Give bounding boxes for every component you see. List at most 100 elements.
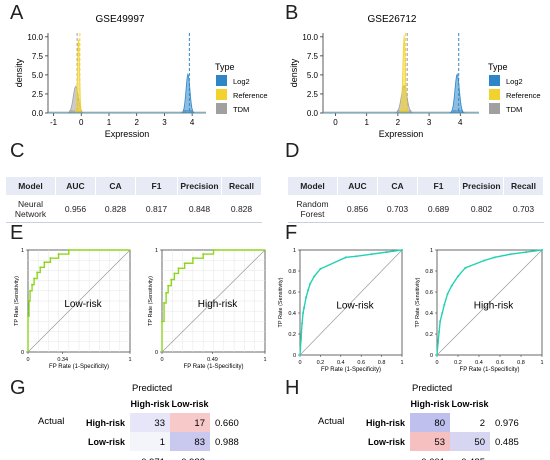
x-tick-label: 0.2 xyxy=(454,360,462,366)
roc-point xyxy=(165,291,168,294)
matrix-cell-value: 80 xyxy=(434,418,445,429)
matrix-cell xyxy=(130,413,170,432)
cell-f1: 0.689 xyxy=(417,195,460,223)
x-axis-label: Expression xyxy=(105,129,150,139)
roc-point xyxy=(441,312,444,314)
chance-diagonal xyxy=(27,249,131,353)
x-tick-label: 1 xyxy=(540,360,543,366)
y-tick-label: 0 xyxy=(430,353,433,359)
x-tick-label: 4 xyxy=(190,118,195,127)
x-tick-label: 0.4 xyxy=(337,360,345,366)
y-tick-label: 10.0 xyxy=(27,33,43,42)
panel-letter-d: D xyxy=(285,140,300,162)
column-total: 0.971 xyxy=(141,457,165,460)
roc-point xyxy=(370,253,373,256)
density-title-b: GSE26712 xyxy=(368,14,417,25)
metrics-header-row: Model AUC CA F1 Precision Recall xyxy=(5,176,262,196)
roc-point xyxy=(307,288,310,291)
roc-point xyxy=(173,272,176,275)
y-tick-label: 0.8 xyxy=(288,269,296,275)
x-axis-label: FP Rate (1-Specificity) xyxy=(460,367,520,373)
predicted-title: Predicted xyxy=(412,383,452,394)
legend-title: Type xyxy=(488,62,508,72)
y-tick-label: 0 xyxy=(155,350,158,356)
x-tick-label: 0.8 xyxy=(517,360,525,366)
roc-chart-e-high: 0 0.49 1 0 1 FP Rate (1-Specificity) TP Rate (… xyxy=(148,248,267,370)
cell-precision: 0.802 xyxy=(459,195,504,223)
panel-letter-g: G xyxy=(10,377,26,399)
x-tick-label: 0.34 xyxy=(57,357,68,363)
column-label: High-risk xyxy=(130,399,170,409)
x-tick-label: 2 xyxy=(396,118,401,127)
y-tick-label: 1 xyxy=(155,248,158,254)
metrics-table-c: Model AUC CA F1 Precision Recall Neural … xyxy=(5,176,262,223)
roc-point xyxy=(177,267,180,270)
legend-label-reference: Reference xyxy=(506,91,541,100)
roc-point xyxy=(493,256,496,259)
row-label: Low-risk xyxy=(368,437,406,447)
x-tick-label: 1 xyxy=(263,357,266,363)
y-tick-label: 0 xyxy=(21,350,24,356)
matrix-cell xyxy=(410,432,450,451)
roc-point xyxy=(67,249,70,251)
legend-swatch-log2 xyxy=(489,75,500,86)
x-tick-label: 0 xyxy=(333,118,338,127)
matrix-cell-value: 2 xyxy=(480,418,485,429)
x-tick-label: 4 xyxy=(458,118,463,127)
legend-swatch-reference xyxy=(216,89,227,100)
y-tick-label: 7.5 xyxy=(307,52,319,61)
legend-label-tdm: TDM xyxy=(233,105,249,114)
matrix-cell xyxy=(170,413,210,432)
panel-letter-c: C xyxy=(10,140,25,162)
matrix-cell xyxy=(410,413,450,432)
matrix-cell-value: 83 xyxy=(194,437,205,448)
roc-point xyxy=(525,251,528,254)
roc-point xyxy=(309,282,312,285)
roc-point xyxy=(212,249,215,251)
column-label: High-risk xyxy=(410,399,450,409)
roc-point xyxy=(183,262,186,265)
x-tick-label: 0.49 xyxy=(207,357,218,363)
legend-swatch-tdm xyxy=(489,103,500,114)
x-tick-label: 0.8 xyxy=(378,360,386,366)
roc-point xyxy=(299,354,301,356)
cell-model: Random Forest xyxy=(287,195,338,223)
y-tick-label: 2.5 xyxy=(32,90,44,99)
matrix-cell xyxy=(450,413,490,432)
y-axis-label: TP Rate (Sensitivity) xyxy=(415,277,421,327)
row-total: 0.976 xyxy=(495,418,519,429)
matrix-cell xyxy=(450,432,490,451)
y-tick-label: 0.0 xyxy=(32,109,44,118)
legend-swatch-tdm xyxy=(216,103,227,114)
legend-swatch-reference xyxy=(489,89,500,100)
row-total: 0.660 xyxy=(215,418,239,429)
cell-precision: 0.848 xyxy=(177,195,222,223)
density-title-a: GSE49997 xyxy=(96,14,145,25)
header-model: Model xyxy=(287,176,338,196)
roc-point xyxy=(170,278,173,281)
cell-ca: 0.703 xyxy=(377,195,418,223)
roc-point xyxy=(303,306,306,309)
header-model: Model xyxy=(5,176,56,196)
x-tick-label: 1 xyxy=(107,118,112,127)
roc-point xyxy=(450,284,453,287)
roc-point xyxy=(443,303,446,306)
x-axis-label: FP Rate (1-Specificity) xyxy=(321,367,381,373)
roc-point xyxy=(439,320,442,323)
legend-item-log2: Log2 xyxy=(216,75,250,86)
roc-label: Low-risk xyxy=(336,301,374,312)
row-label: Low-risk xyxy=(88,437,126,447)
legend-item-tdm: TDM xyxy=(489,103,522,114)
matrix-cell-value: 17 xyxy=(194,418,205,429)
y-tick-label: 0.2 xyxy=(288,332,296,338)
predicted-title: Predicted xyxy=(132,383,172,394)
legend-item-tdm: TDM xyxy=(216,103,249,114)
x-tick-label: 0 xyxy=(160,357,163,363)
y-tick-label: 7.5 xyxy=(32,52,44,61)
roc-point xyxy=(167,284,170,287)
legend-label-log2: Log2 xyxy=(506,77,523,86)
roc-point xyxy=(301,322,304,325)
cell-model: Neural Network xyxy=(5,195,56,223)
legend-label-log2: Log2 xyxy=(233,77,250,86)
